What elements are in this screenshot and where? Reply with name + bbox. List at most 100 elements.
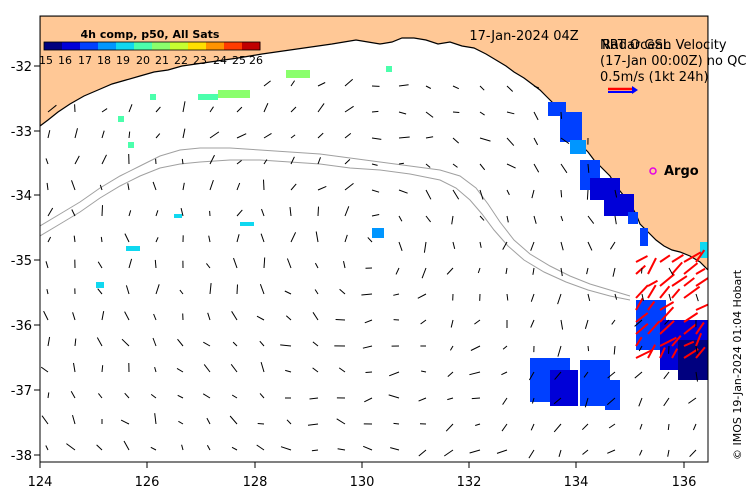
colorbar-tick: 24 [213, 54, 227, 67]
velocity-vector [123, 440, 130, 451]
velocity-vector [506, 215, 509, 223]
velocity-vector [553, 423, 562, 433]
colorbar-cell [242, 42, 261, 50]
radar-vector [635, 336, 643, 347]
velocity-vector [155, 237, 159, 243]
radar-vector [659, 306, 675, 323]
legend-line-3: 0.5m/s (1kt 24h) [600, 70, 709, 85]
velocity-vector [393, 422, 400, 425]
plot-frame [39, 15, 709, 463]
colorbar-cell [44, 42, 63, 50]
velocity-vector [607, 371, 616, 379]
velocity-vector [263, 179, 265, 191]
radar-vector [695, 267, 706, 275]
velocity-vector [667, 449, 670, 457]
velocity-vector [532, 267, 535, 275]
colorbar-tick: 26 [249, 54, 263, 67]
velocity-vector [639, 449, 643, 456]
radar-vector [635, 323, 649, 335]
sst-green-patches [118, 66, 392, 148]
velocity-vector [612, 267, 616, 277]
velocity-vector [344, 183, 354, 191]
velocity-vector [444, 449, 454, 457]
x-tick-label: 130 [350, 475, 375, 490]
velocity-vector [128, 210, 132, 217]
velocity-vector [614, 215, 617, 225]
velocity-vector [290, 106, 297, 113]
velocity-vector [560, 267, 563, 277]
velocity-vector [371, 214, 380, 217]
velocity-vector [99, 184, 103, 191]
velocity-vector [312, 312, 319, 321]
velocity-vector [154, 413, 157, 425]
velocity-vector [663, 371, 670, 380]
velocity-vector [417, 293, 427, 299]
radar-vector [659, 301, 675, 311]
velocity-vector [73, 362, 76, 373]
velocity-vector [446, 267, 454, 275]
velocity-vector [66, 443, 76, 451]
velocity-vector [209, 283, 212, 295]
radar-vector [659, 285, 671, 299]
velocity-vector [101, 205, 103, 217]
velocity-vector [236, 209, 243, 217]
colorbar-title: 4h comp, p50, All Sats [81, 28, 220, 41]
velocity-vector [202, 393, 211, 399]
velocity-vector [317, 206, 319, 217]
velocity-vector [425, 189, 432, 200]
velocity-vector [71, 209, 76, 217]
velocity-vector [506, 189, 510, 196]
velocity-vector [528, 371, 535, 381]
axis-ticks [34, 65, 685, 468]
velocity-vector [203, 341, 211, 347]
colorbar-tick: 18 [97, 54, 111, 67]
velocity-vector [101, 311, 105, 321]
velocity-vector [101, 365, 104, 373]
velocity-vector [530, 293, 535, 302]
velocity-vector [371, 189, 380, 193]
radar-vector [671, 275, 688, 287]
colorbar-tick: 23 [193, 54, 207, 67]
velocity-vector [236, 160, 242, 165]
velocity-vector [398, 162, 404, 165]
colorbar-cell [98, 42, 117, 50]
radar-vector [659, 320, 675, 335]
radar-vector [635, 349, 652, 359]
velocity-vector [209, 179, 214, 191]
y-axis: -32 -33 -34 -35 -36 -37 -38 [11, 60, 32, 464]
velocity-vector [100, 236, 103, 243]
velocity-vector [336, 418, 346, 425]
velocity-vector [398, 111, 407, 115]
velocity-vector [361, 293, 373, 296]
velocity-vector [176, 367, 184, 373]
velocity-vector [477, 267, 481, 274]
velocity-vector [315, 231, 319, 243]
colorbar-cell [170, 42, 189, 50]
velocity-vector [290, 232, 297, 243]
velocity-vector [231, 311, 238, 321]
velocity-vector [343, 260, 346, 269]
radar-vector [671, 288, 681, 299]
legend-line-2: (17-Jan 00:00Z) no QC [600, 54, 746, 69]
velocity-vector [260, 233, 265, 243]
velocity-vector [452, 111, 460, 113]
colorbar-tick: 25 [232, 54, 246, 67]
velocity-vector [259, 284, 265, 295]
velocity-vector [452, 189, 460, 200]
velocity-vector [554, 371, 562, 380]
sst-patches [96, 102, 708, 410]
velocity-vector [388, 394, 400, 399]
velocity-vector [533, 137, 539, 146]
velocity-vector [389, 371, 400, 377]
colorbar-cell [224, 42, 243, 50]
velocity-vector [182, 128, 186, 139]
velocity-vector [70, 391, 76, 399]
velocity-vector [155, 133, 161, 139]
velocity-vector [450, 319, 454, 328]
velocity-vector [339, 288, 346, 295]
isobath-line [40, 147, 631, 297]
radar-vector-field [635, 249, 708, 359]
velocity-vector [533, 163, 540, 173]
velocity-vector [445, 423, 454, 432]
